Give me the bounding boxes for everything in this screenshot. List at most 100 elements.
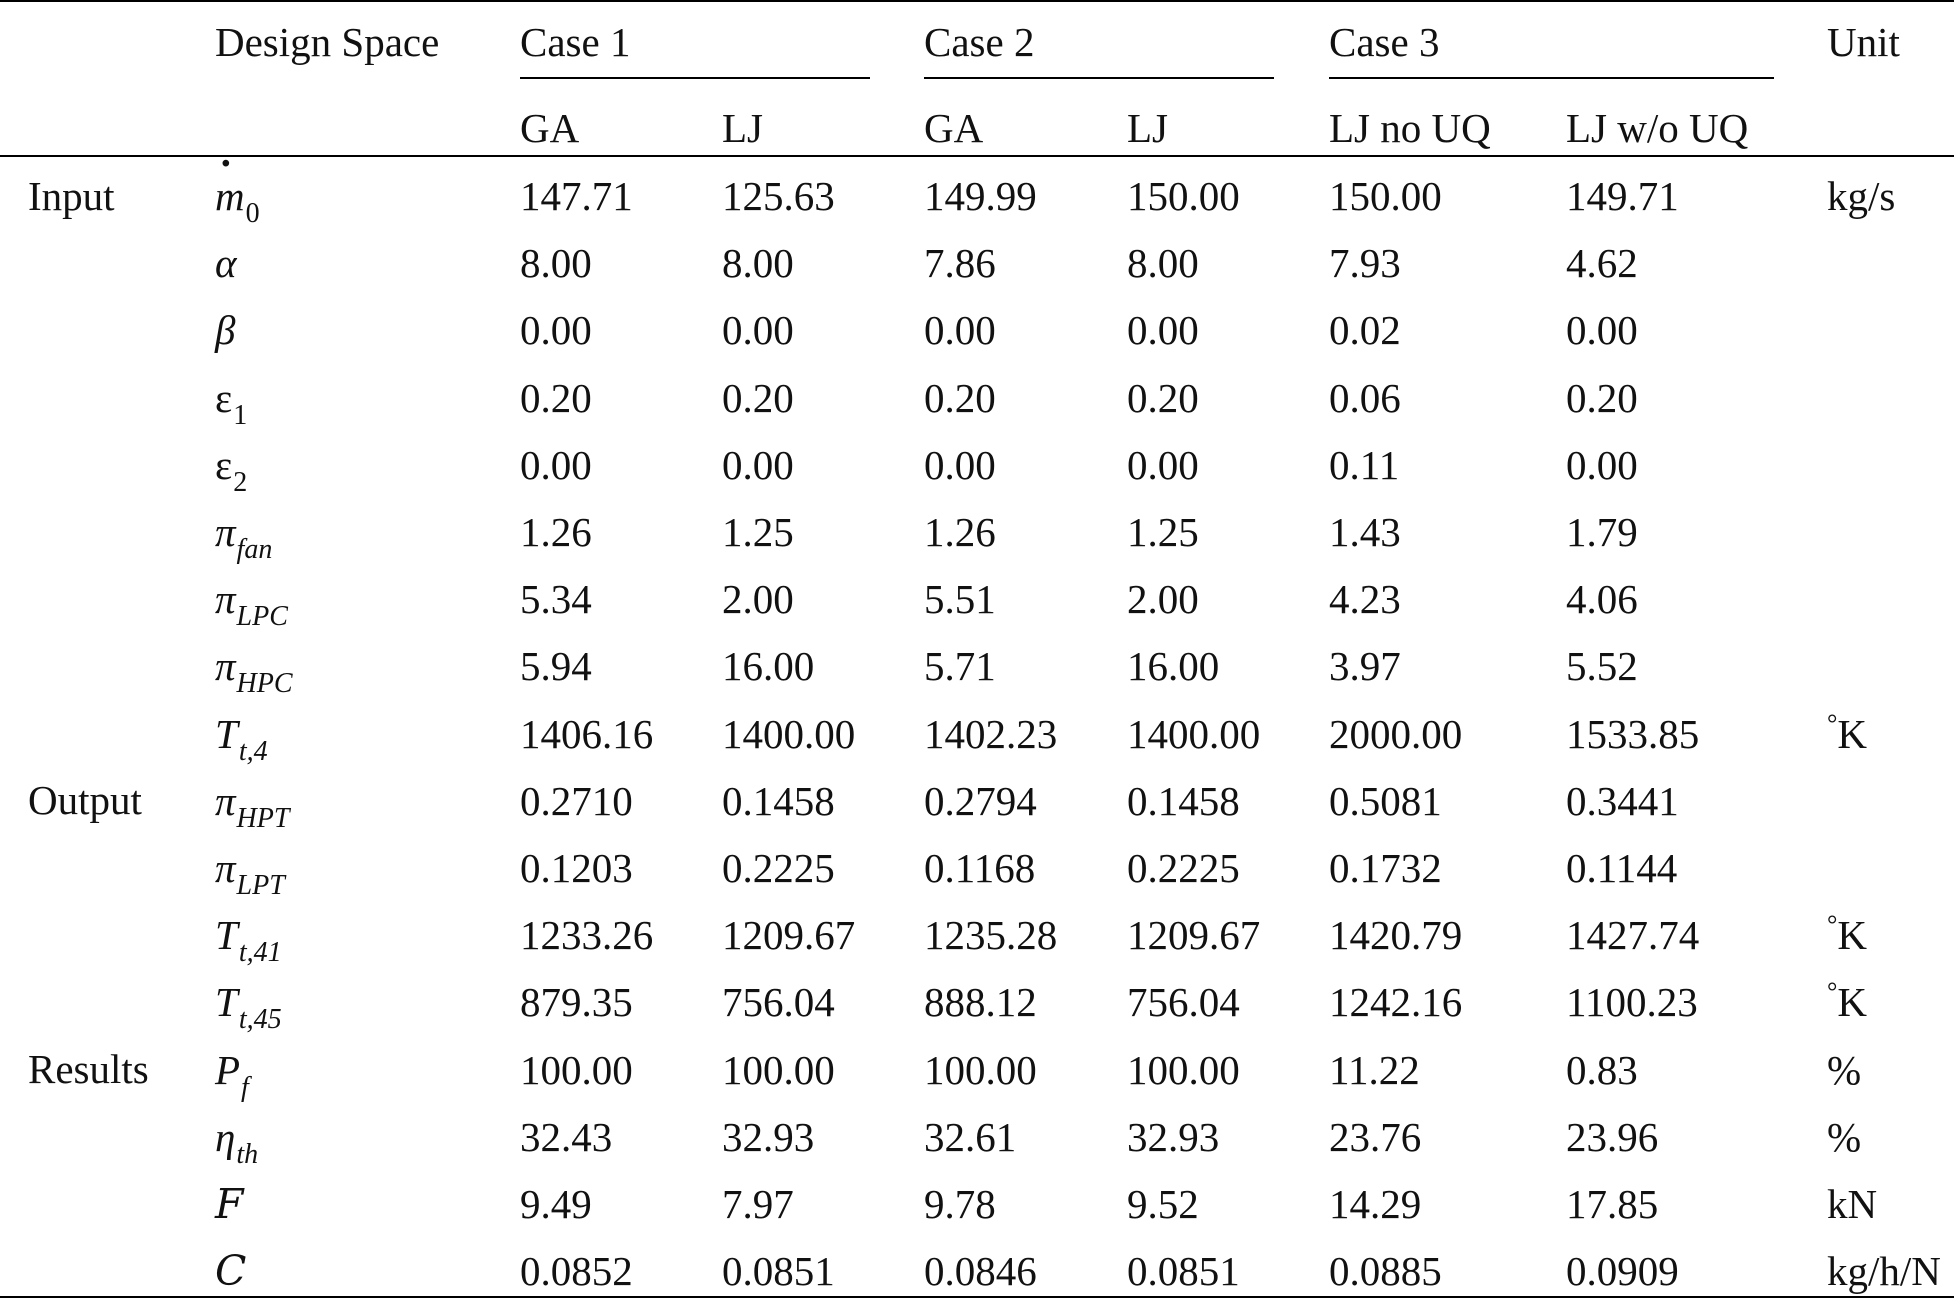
table-cell: 9.52 xyxy=(1127,1181,1199,1227)
table-cell: 1.25 xyxy=(722,509,794,555)
table-cell: 0.1144 xyxy=(1566,845,1678,891)
symbol-subscript: t,45 xyxy=(238,1004,282,1035)
table-cell: 7.93 xyxy=(1329,240,1401,286)
degree-mark: ° xyxy=(1827,709,1838,738)
symbol-subscript: fan xyxy=(236,534,273,565)
table-cell: 2000.00 xyxy=(1329,711,1463,757)
row-symbol: Tt,4 xyxy=(215,711,268,766)
table-cell: 0.0852 xyxy=(520,1248,633,1294)
table-cell: 100.00 xyxy=(722,1047,835,1093)
row-symbol: πHPC xyxy=(215,643,293,698)
row-symbol: m0 xyxy=(215,173,260,228)
table-cell: 150.00 xyxy=(1127,173,1240,219)
table-cell: 1.26 xyxy=(924,509,996,555)
symbol-subscript: t,4 xyxy=(238,736,268,767)
case2-underline xyxy=(924,77,1274,79)
bottom-rule xyxy=(0,1296,1954,1298)
symbol-main: F xyxy=(215,1180,244,1228)
symbol-subscript: LPT xyxy=(236,870,285,901)
subheader-case3-lj-wo-uq: LJ w/o UQ xyxy=(1566,105,1749,151)
unit-text: kg/h/N xyxy=(1827,1248,1941,1294)
symbol-subscript: f xyxy=(241,1072,249,1103)
table-cell: 1233.26 xyxy=(520,912,654,958)
table-cell: 1.26 xyxy=(520,509,592,555)
table-cell: 32.93 xyxy=(722,1114,815,1160)
table-cell: 756.04 xyxy=(722,979,835,1025)
table-cell: 23.96 xyxy=(1566,1114,1659,1160)
table-cell: 23.76 xyxy=(1329,1114,1422,1160)
header-rule xyxy=(0,155,1954,157)
table-cell: 0.00 xyxy=(1566,442,1638,488)
row-symbol: πLPT xyxy=(215,845,285,900)
table-cell: 0.20 xyxy=(520,375,592,421)
table-cell: 0.00 xyxy=(1566,307,1638,353)
table-cell: 0.20 xyxy=(1127,375,1199,421)
table-cell: 0.1732 xyxy=(1329,845,1442,891)
table-cell: 888.12 xyxy=(924,979,1037,1025)
symbol-subscript: th xyxy=(236,1139,259,1170)
group-label-input: Input xyxy=(28,173,115,219)
table-cell: 5.52 xyxy=(1566,643,1638,689)
table-cell: 0.00 xyxy=(520,307,592,353)
table-cell: 0.20 xyxy=(1566,375,1638,421)
symbol-main: P xyxy=(215,1047,241,1093)
symbol-main: ε xyxy=(215,375,233,421)
table-cell: 0.1168 xyxy=(924,845,1036,891)
table-cell: 0.0851 xyxy=(1127,1248,1240,1294)
table-cell: 8.00 xyxy=(1127,240,1199,286)
table-cell: 16.00 xyxy=(722,643,815,689)
table-cell: 0.00 xyxy=(1127,442,1199,488)
table-cell: 0.00 xyxy=(1127,307,1199,353)
table-cell: 4.62 xyxy=(1566,240,1638,286)
row-symbol: ηth xyxy=(215,1117,258,1169)
unit-text: kN xyxy=(1827,1181,1878,1227)
table-cell: 0.0846 xyxy=(924,1248,1037,1294)
table-cell: 1402.23 xyxy=(924,711,1058,757)
row-symbol: F xyxy=(215,1184,243,1225)
unit-text: K xyxy=(1837,912,1868,958)
table-cell: 0.0851 xyxy=(722,1248,835,1294)
symbol-main: C xyxy=(215,1247,247,1295)
table-cell: 1420.79 xyxy=(1329,912,1463,958)
header-design-space: Design Space xyxy=(215,19,440,65)
table-cell: 5.51 xyxy=(924,576,996,622)
symbol-subscript: HPC xyxy=(236,668,293,699)
table-cell: 1235.28 xyxy=(924,912,1058,958)
table-cell: 0.2225 xyxy=(1127,845,1240,891)
symbol-main: π xyxy=(215,643,236,689)
symbol-subscript: 0 xyxy=(245,198,260,229)
table-cell: 1.25 xyxy=(1127,509,1199,555)
row-symbol: πHPT xyxy=(215,781,289,833)
table-cell: 32.43 xyxy=(520,1114,613,1160)
table-cell: 0.1458 xyxy=(722,778,835,824)
table-cell: 0.00 xyxy=(722,307,794,353)
row-symbol: Tt,45 xyxy=(215,982,282,1034)
table-cell: 5.71 xyxy=(924,643,996,689)
table-cell: 1400.00 xyxy=(1127,711,1261,757)
symbol-main: m xyxy=(215,173,245,219)
unit-cell: kN xyxy=(1827,1184,1877,1225)
subheader-case3-lj-no-uq: LJ no UQ xyxy=(1329,105,1491,151)
row-symbol: Pf xyxy=(215,1047,249,1102)
table-cell: 1406.16 xyxy=(520,711,654,757)
symbol-subscript: 1 xyxy=(233,400,248,431)
table-cell: 1533.85 xyxy=(1566,711,1700,757)
row-symbol: Tt,41 xyxy=(215,915,282,967)
table-cell: 2.00 xyxy=(722,576,794,622)
table-cell: 5.94 xyxy=(520,643,592,689)
table-cell: 0.11 xyxy=(1329,442,1400,488)
table-cell: 0.83 xyxy=(1566,1047,1638,1093)
symbol-main: T xyxy=(215,711,238,757)
table-cell: 0.0909 xyxy=(1566,1248,1679,1294)
table-cell: 0.5081 xyxy=(1329,778,1442,824)
row-symbol: πLPC xyxy=(215,579,288,631)
subheader-case2-lj: LJ xyxy=(1127,105,1168,151)
table-cell: 100.00 xyxy=(520,1047,633,1093)
table-cell: 0.00 xyxy=(520,442,592,488)
symbol-main: α xyxy=(215,240,237,286)
table-cell: 32.61 xyxy=(924,1114,1017,1160)
table-cell: 0.00 xyxy=(924,307,996,353)
table-cell: 0.2794 xyxy=(924,778,1037,824)
table-cell: 8.00 xyxy=(520,240,592,286)
symbol-main: π xyxy=(215,845,236,891)
